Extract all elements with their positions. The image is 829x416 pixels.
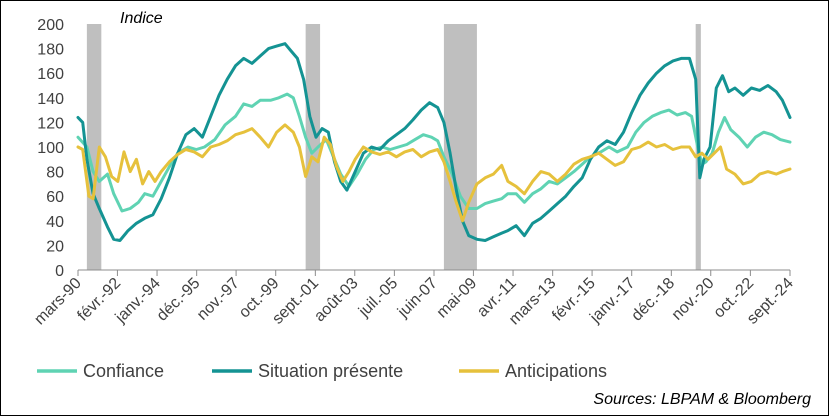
legend: Confiance Situation présente Anticipatio… [37, 361, 607, 381]
series-line-anticipations [76, 123, 792, 223]
y-tick-label: 160 [37, 66, 64, 83]
y-axis-ticks: 0 20 40 60 80 100 120 140 160 180 200 [37, 17, 64, 280]
x-tick-label: déc.-95 [154, 275, 204, 325]
x-tick-label: juil.-05 [355, 275, 401, 321]
x-tick-label: août-03 [311, 275, 361, 325]
y-tick-label: 60 [46, 189, 64, 206]
y-tick-label: 100 [37, 140, 64, 157]
x-tick-label: mai-09 [434, 275, 481, 322]
y-tick-label: 20 [46, 238, 64, 255]
series-lines [76, 42, 792, 242]
y-tick-label: 180 [37, 42, 64, 59]
x-tick-label: mars-90 [31, 275, 85, 329]
legend-label-situation-presente: Situation présente [258, 361, 403, 381]
legend-label-anticipations: Anticipations [505, 361, 607, 381]
y-tick-label: 200 [37, 17, 64, 34]
y-tick-label: 140 [37, 91, 64, 108]
legend-label-confiance: Confiance [83, 361, 164, 381]
legend-item-situation-presente[interactable]: Situation présente [212, 361, 403, 381]
series-line-situation-pr-sente [76, 42, 792, 242]
x-tick-label: déc.-18 [628, 275, 678, 325]
source-note: Sources: LBPAM & Bloomberg [593, 391, 811, 408]
x-axis-ticks: mars-90févr.-92janv.-94déc.-95nov.-97oct… [31, 270, 797, 328]
recession-band-1 [305, 24, 321, 270]
x-tick-label: nov.-97 [194, 275, 243, 324]
legend-item-confiance[interactable]: Confiance [37, 361, 164, 381]
y-tick-label: 0 [55, 263, 64, 280]
y-axis-label: Indice [120, 10, 163, 27]
y-tick-label: 40 [46, 214, 64, 231]
x-tick-label: juin-07 [394, 275, 441, 322]
x-tick-label: nov.-20 [669, 275, 718, 324]
y-tick-label: 80 [46, 165, 64, 182]
series-line-confiance [76, 92, 792, 213]
y-tick-label: 120 [37, 115, 64, 132]
legend-item-anticipations[interactable]: Anticipations [459, 361, 607, 381]
